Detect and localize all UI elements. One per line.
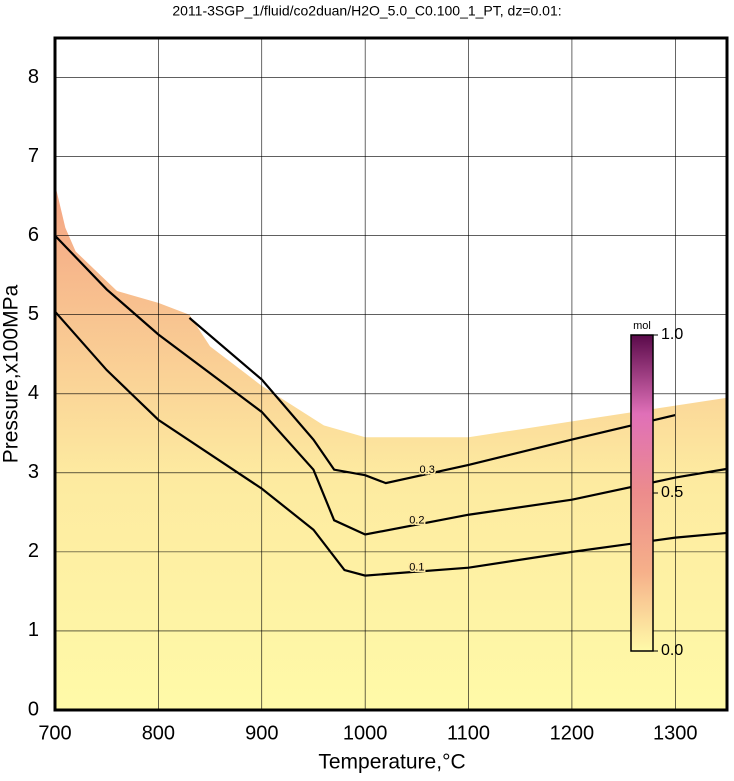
data-domain [55, 184, 727, 711]
x-tick-label: 700 [38, 722, 71, 744]
contour-label: 0.3 [420, 464, 435, 476]
colorbar [630, 334, 654, 652]
chart-title: 2011-3SGP_1/fluid/co2duan/H2O_5.0_C0.100… [172, 3, 561, 19]
y-tick-label: 5 [28, 303, 39, 325]
colorbar-tick-label: 1.0 [661, 326, 683, 343]
colorbar-tick-label: 0.5 [661, 484, 683, 501]
x-axis-label: Temperature,°C [318, 751, 465, 774]
y-tick-label: 1 [28, 619, 39, 641]
y-tick-label: 4 [28, 382, 39, 404]
y-tick-label: 7 [28, 145, 39, 167]
y-tick-label: 8 [28, 66, 39, 88]
x-tick-label: 1000 [343, 722, 388, 744]
x-tick-label: 800 [142, 722, 175, 744]
colorbar-tick-label: 0.0 [661, 642, 683, 659]
y-tick-label: 3 [28, 461, 39, 483]
contour-line [54, 234, 728, 536]
plot-frame [53, 36, 729, 712]
x-tick-label: 1200 [550, 722, 595, 744]
contour-line [188, 317, 676, 485]
contour-label: 0.1 [409, 562, 424, 574]
x-tick-label: 1100 [447, 722, 490, 744]
contour-label: 0.2 [409, 515, 424, 527]
contour-line [54, 310, 728, 577]
y-tick-label: 0 [28, 698, 39, 720]
y-tick-label: 2 [28, 540, 39, 562]
x-tick-label: 900 [245, 722, 278, 744]
colorbar-label: mol [633, 320, 651, 332]
y-tick-label: 6 [28, 224, 39, 246]
x-tick-label: 1300 [653, 722, 698, 744]
y-axis-label: Pressure,x100MPa [0, 284, 23, 463]
